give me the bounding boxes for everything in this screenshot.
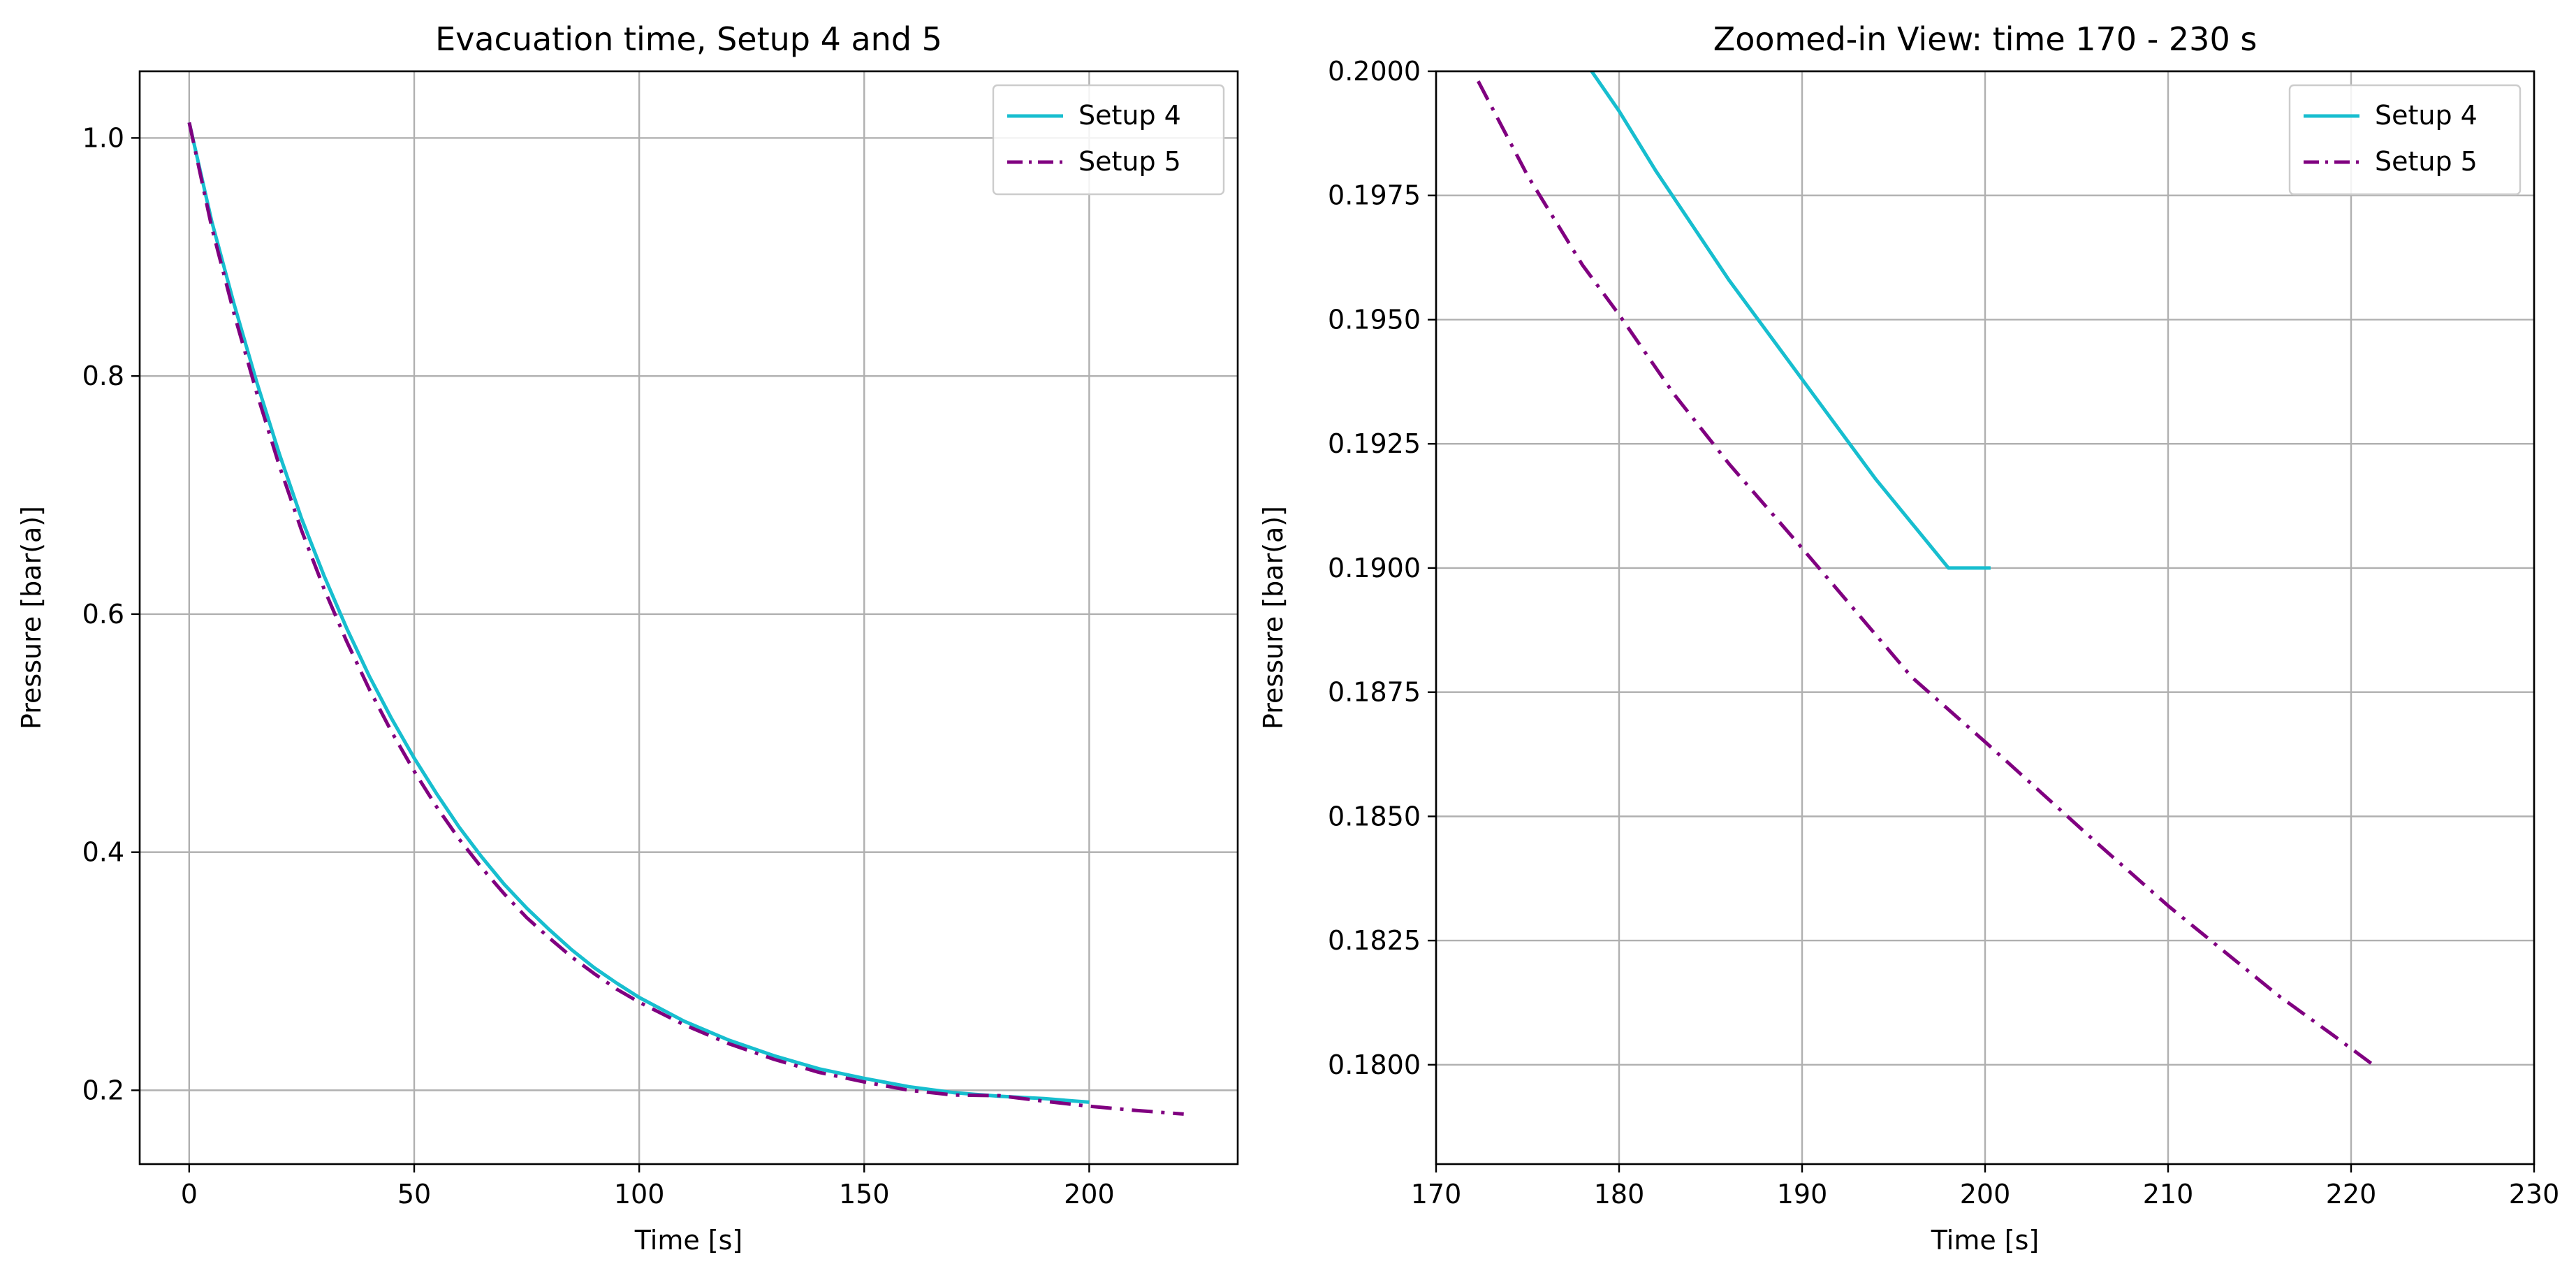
x-tick-label-2: 190 <box>1777 1179 1828 1210</box>
x-axis-label: Time [s] <box>1931 1225 2040 1256</box>
x-tick-label-4: 200 <box>1064 1179 1115 1210</box>
chart-title: Zoomed-in View: time 170 - 230 s <box>1713 20 2257 58</box>
x-tick-label-5: 220 <box>2326 1179 2377 1210</box>
y-tick-label-0: 0.1800 <box>1328 1050 1421 1080</box>
x-tick-label-0: 0 <box>181 1179 198 1210</box>
y-axis-label: Pressure [bar(a)] <box>1258 506 1289 729</box>
y-tick-label-1: 0.4 <box>82 837 124 868</box>
grid-lines <box>140 71 1238 1164</box>
legend-entry-0: Setup 4 <box>1078 100 1181 131</box>
x-tick-label-0: 170 <box>1411 1179 1462 1210</box>
y-tick-label-4: 0.1900 <box>1328 553 1421 583</box>
y-axis-label: Pressure [bar(a)] <box>16 506 47 729</box>
y-tick-label-6: 0.1950 <box>1328 304 1421 335</box>
legend: Setup 4 Setup 5 <box>2288 84 2522 196</box>
legend-entry-1: Setup 5 <box>2375 146 2478 177</box>
series-line-setup-5 <box>1477 80 2374 1066</box>
x-tick-label-3: 150 <box>839 1179 890 1210</box>
x-tick-label-2: 100 <box>614 1179 665 1210</box>
grid-lines <box>1435 70 2535 1164</box>
series-line-setup-4 <box>1590 71 1991 570</box>
series-group <box>1477 71 2374 1066</box>
axis-ticks: 0 50 100 150 200 0.2 0.4 0.6 0.8 1.0 <box>82 122 1115 1210</box>
y-tick-label-1: 0.1825 <box>1328 925 1421 956</box>
plot-frame <box>138 70 1239 1165</box>
legend-entry-0: Setup 4 <box>2375 100 2478 131</box>
chart-zoomed-in-view: 170 180 190 200 210 220 230 0.1800 0.1825 0.1850 0… <box>1258 20 2559 1256</box>
x-tick-label-6: 230 <box>2509 1179 2560 1210</box>
legend-entry-1: Setup 5 <box>1078 146 1181 177</box>
series-line-setup-4 <box>187 122 1090 1104</box>
x-axis-label: Time [s] <box>634 1225 743 1256</box>
y-tick-label-2: 0.1850 <box>1328 801 1421 831</box>
y-tick-label-3: 0.1875 <box>1328 677 1421 708</box>
legend-box <box>992 84 1225 196</box>
plot-frame <box>1435 70 2535 1165</box>
y-tick-label-8: 0.2000 <box>1328 56 1421 87</box>
legend: Setup 4 Setup 5 <box>992 84 1225 196</box>
y-tick-label-2: 0.6 <box>82 599 124 630</box>
legend-box <box>2288 84 2522 196</box>
x-tick-label-1: 50 <box>397 1179 431 1210</box>
series-group <box>187 122 1184 1116</box>
y-tick-label-4: 1.0 <box>82 122 124 153</box>
series-line-setup-5 <box>187 122 1184 1116</box>
y-tick-label-7: 0.1975 <box>1328 180 1421 211</box>
x-tick-label-1: 180 <box>1594 1179 1645 1210</box>
y-tick-label-5: 0.1925 <box>1328 428 1421 459</box>
chart-title: Evacuation time, Setup 4 and 5 <box>435 20 942 58</box>
x-tick-label-4: 210 <box>2143 1179 2194 1210</box>
y-tick-label-3: 0.8 <box>82 361 124 391</box>
x-tick-label-3: 200 <box>1960 1179 2011 1210</box>
axis-ticks: 170 180 190 200 210 220 230 0.1800 0.1825 0.1850 0… <box>1328 56 2559 1210</box>
chart-evacuation-time: 0 50 100 150 200 0.2 0.4 0.6 0.8 1.0 Evacuation ti… <box>16 20 1239 1256</box>
y-tick-label-0: 0.2 <box>82 1075 124 1105</box>
